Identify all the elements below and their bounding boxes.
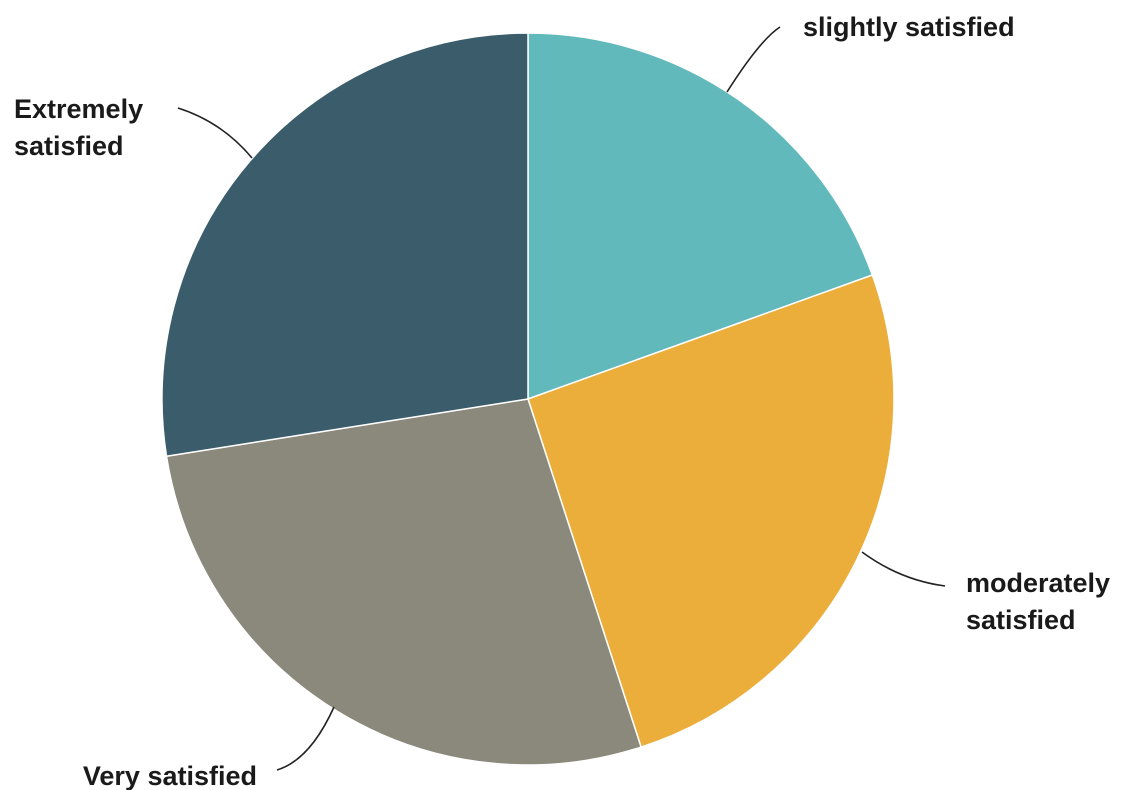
slice-label-extremely-satisfied: Extremely satisfied bbox=[14, 94, 143, 161]
leader-line-extremely-satisfied bbox=[177, 107, 253, 159]
pie-slices bbox=[161, 32, 895, 766]
leader-lines bbox=[177, 26, 946, 771]
pie-slice-extremely-satisfied bbox=[161, 32, 529, 458]
slice-label-very-satisfied: Very satisfied bbox=[83, 761, 257, 790]
leader-line-slightly-satisfied bbox=[726, 26, 781, 93]
pie-slice-very-satisfied bbox=[165, 398, 643, 766]
leader-line-very-satisfied bbox=[276, 706, 335, 771]
slice-label-moderately-satisfied: moderately satisfied bbox=[966, 568, 1110, 635]
slice-label-slightly-satisfied: slightly satisfied bbox=[803, 12, 1015, 42]
slice-labels: slightly satisfied moderately satisfied Ver… bbox=[14, 12, 1110, 790]
pie-slice-moderately-satisfied bbox=[527, 274, 895, 749]
pie-slice-slightly-satisfied bbox=[527, 32, 874, 401]
leader-line-moderately-satisfied bbox=[861, 551, 946, 587]
